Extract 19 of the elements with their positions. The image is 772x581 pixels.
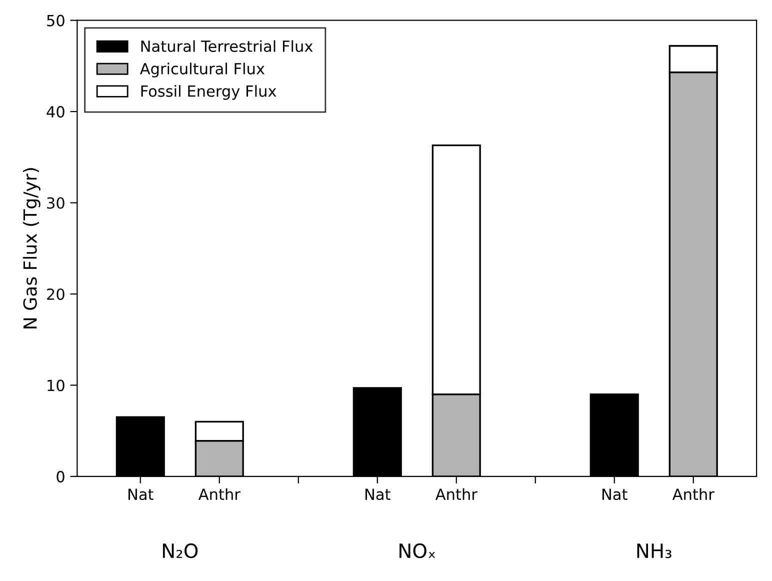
x-tick-label: Anthr [198,488,240,500]
y-tick-label: 20 [47,288,64,300]
legend-label: Natural Terrestrial Flux [141,40,313,52]
x-tick-label: Nat [365,488,390,500]
text: NH₃ [637,544,672,558]
y-tick-label: 40 [46,106,64,118]
y-tick-label: 50 [47,14,64,26]
x-tick-label: Nat [602,488,628,500]
legend-label: Agricultural Flux [140,62,265,78]
text: N₂O [162,543,198,558]
y-tick-label: 0 [56,470,64,482]
text: NOₓ [400,543,436,558]
legend-label: Fossil Energy Flux [141,85,276,100]
y-tick-label: 30 [47,197,64,209]
y-axis-title: N Gas Flux (Tg/yr) [22,168,40,328]
x-tick-label: Nat [128,488,154,500]
x-tick-label: Anthr [435,488,478,500]
x-tick-label: Anthr [672,488,714,500]
y-tick-label: 10 [48,380,64,392]
